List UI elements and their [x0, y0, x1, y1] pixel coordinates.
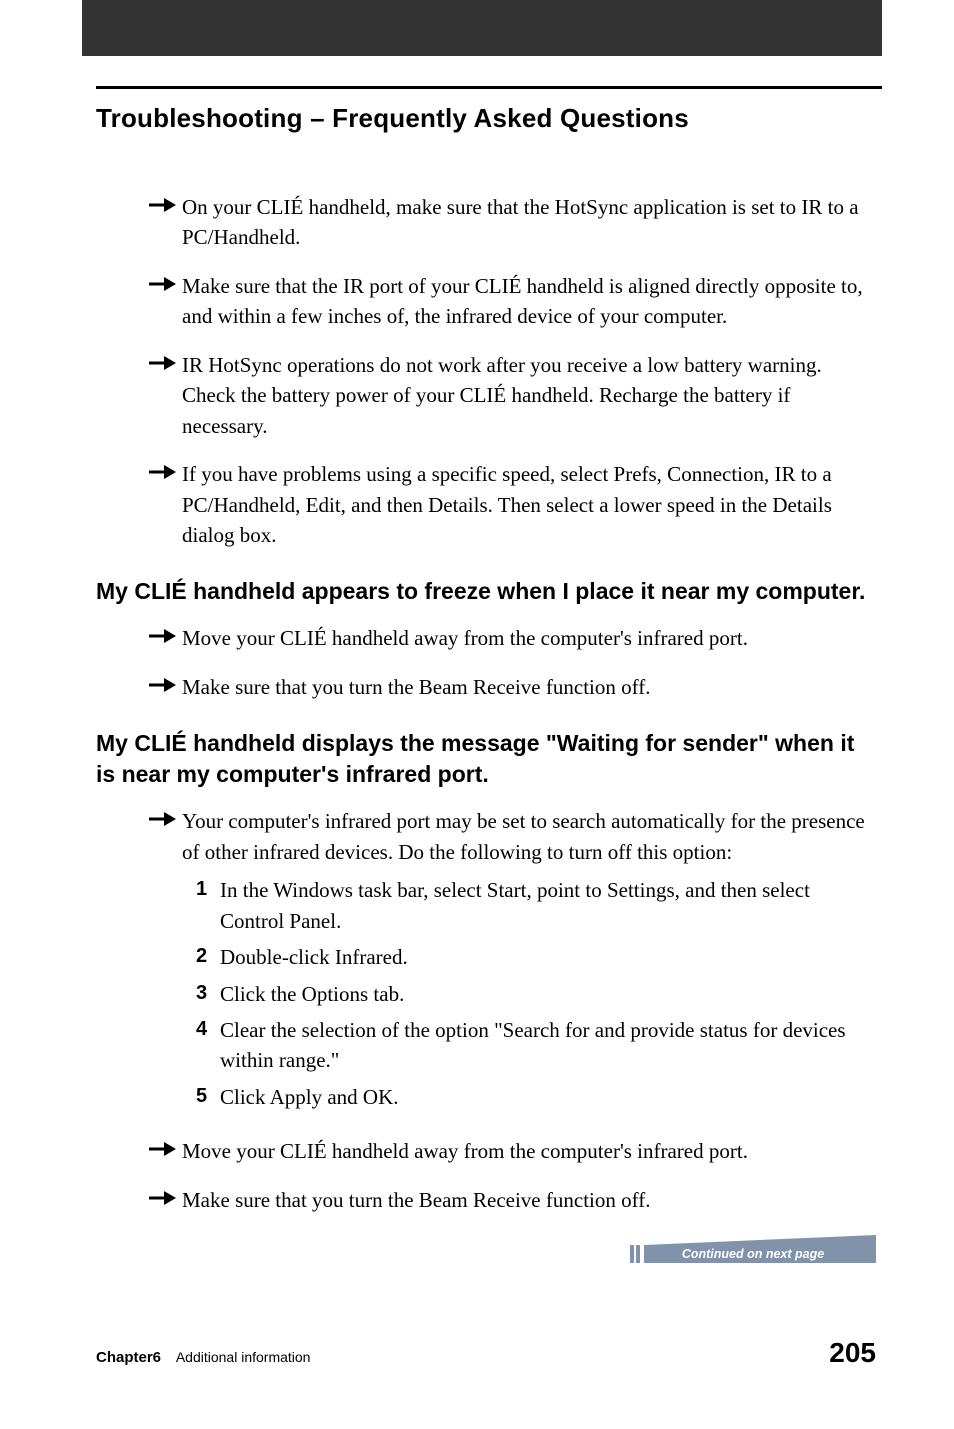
content-block-1: On your CLIÉ handheld, make sure that th… — [148, 192, 876, 550]
bullet-item: Your computer's infrared port may be set… — [148, 806, 876, 1118]
step-text: Clear the selection of the option "Searc… — [220, 1015, 876, 1076]
step-item: 5Click Apply and OK. — [196, 1082, 876, 1112]
arrow-icon — [148, 271, 182, 332]
arrow-icon — [148, 350, 182, 441]
bullet-item: If you have problems using a specific sp… — [148, 459, 876, 550]
section-title: Troubleshooting – Frequently Asked Quest… — [96, 103, 882, 134]
intro-text: Your computer's infrared port may be set… — [182, 809, 865, 863]
arrow-icon — [148, 1185, 182, 1215]
banner-triangle — [644, 1235, 876, 1245]
bullet-item: Move your CLIÉ handheld away from the co… — [148, 1136, 876, 1166]
step-item: 2Double-click Infrared. — [196, 942, 876, 972]
step-item: 4Clear the selection of the option "Sear… — [196, 1015, 876, 1076]
arrow-icon — [148, 459, 182, 550]
arrow-icon — [148, 192, 182, 253]
step-item: 1In the Windows task bar, select Start, … — [196, 875, 876, 936]
bullet-text: IR HotSync operations do not work after … — [182, 350, 876, 441]
arrow-icon — [148, 623, 182, 653]
page-number: 205 — [829, 1337, 876, 1369]
bullet-text: Make sure that you turn the Beam Receive… — [182, 1185, 650, 1215]
bullet-text: Move your CLIÉ handheld away from the co… — [182, 623, 748, 653]
step-number: 3 — [196, 979, 220, 1009]
step-number: 2 — [196, 942, 220, 972]
step-item: 3Click the Options tab. — [196, 979, 876, 1009]
bullet-item: Make sure that the IR port of your CLIÉ … — [148, 271, 876, 332]
continued-banner-wrap: Continued on next page — [0, 1235, 876, 1267]
bullet-item: On your CLIÉ handheld, make sure that th… — [148, 192, 876, 253]
horizontal-rule — [96, 86, 882, 89]
bullet-item: Make sure that you turn the Beam Receive… — [148, 1185, 876, 1215]
step-number: 1 — [196, 875, 220, 936]
bullet-text: Move your CLIÉ handheld away from the co… — [182, 1136, 748, 1166]
bullet-item: IR HotSync operations do not work after … — [148, 350, 876, 441]
step-text: In the Windows task bar, select Start, p… — [220, 875, 876, 936]
arrow-icon — [148, 672, 182, 702]
page-footer: Chapter6 Additional information 205 — [96, 1337, 876, 1369]
bullet-text: Make sure that the IR port of your CLIÉ … — [182, 271, 876, 332]
header-bar — [82, 0, 882, 56]
step-number: 4 — [196, 1015, 220, 1076]
bullet-text: Your computer's infrared port may be set… — [182, 806, 876, 1118]
bullet-text: On your CLIÉ handheld, make sure that th… — [182, 192, 876, 253]
bullet-text: If you have problems using a specific sp… — [182, 459, 876, 550]
subheading-waiting: My CLIÉ handheld displays the message "W… — [96, 728, 876, 790]
step-text: Click Apply and OK. — [220, 1082, 399, 1112]
step-number: 5 — [196, 1082, 220, 1112]
arrow-icon — [148, 806, 182, 1118]
bullet-item: Make sure that you turn the Beam Receive… — [148, 672, 876, 702]
numbered-steps: 1In the Windows task bar, select Start, … — [182, 875, 876, 1112]
continued-banner: Continued on next page — [630, 1235, 876, 1267]
subheading-freeze: My CLIÉ handheld appears to freeze when … — [96, 576, 876, 607]
arrow-icon — [148, 1136, 182, 1166]
continued-label: Continued on next page — [630, 1245, 876, 1263]
bullet-text: Make sure that you turn the Beam Receive… — [182, 672, 650, 702]
content-block-3: Your computer's infrared port may be set… — [148, 806, 876, 1215]
content-block-2: Move your CLIÉ handheld away from the co… — [148, 623, 876, 702]
step-text: Click the Options tab. — [220, 979, 404, 1009]
step-text: Double-click Infrared. — [220, 942, 408, 972]
bullet-item: Move your CLIÉ handheld away from the co… — [148, 623, 876, 653]
